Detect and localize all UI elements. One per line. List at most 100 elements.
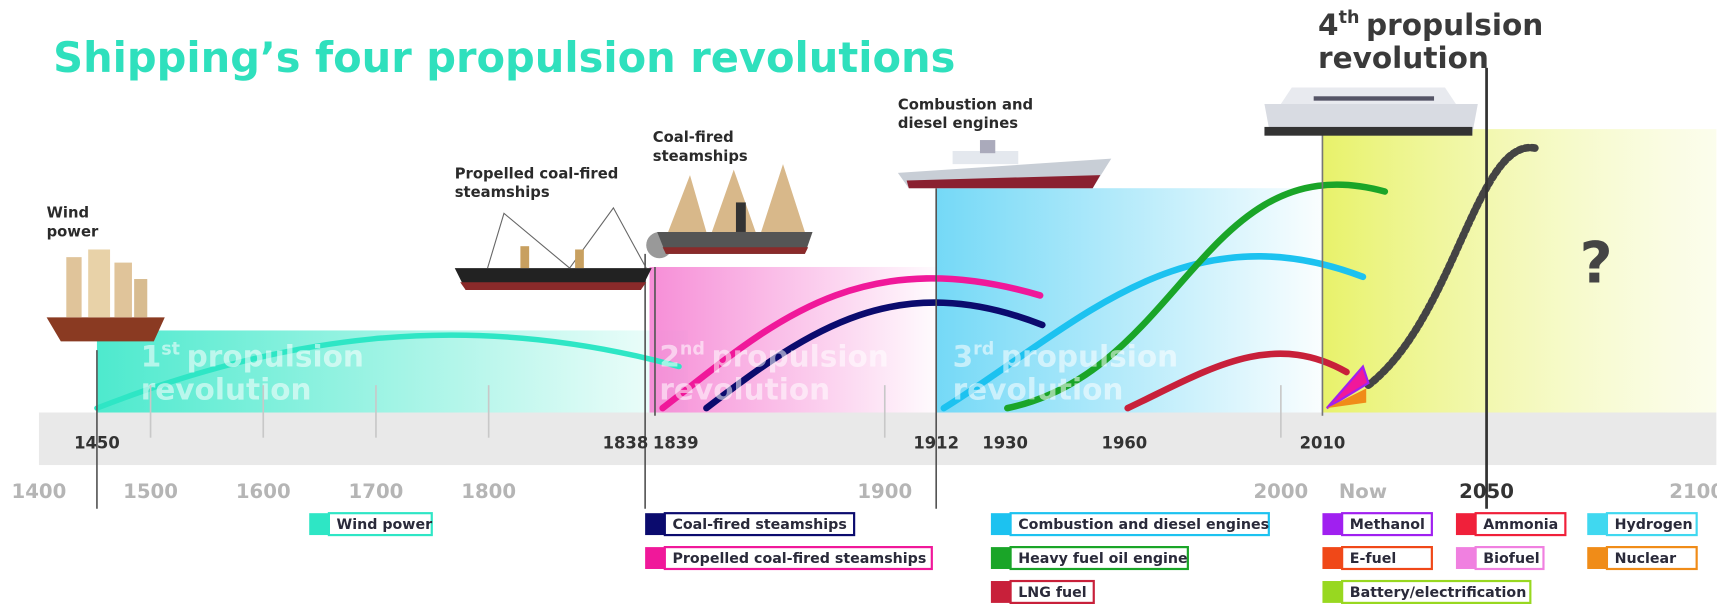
legend-box [1341, 546, 1433, 571]
legend-swatch [1455, 513, 1476, 536]
ordinal: 3 [953, 340, 974, 374]
axis-label: 2000 [1253, 480, 1308, 503]
legend-label: Methanol [1350, 517, 1425, 533]
fourth-label: 4th propulsion [1318, 8, 1543, 42]
ship-modern [1264, 87, 1478, 136]
ordinal: 1 [141, 340, 162, 374]
ship-label: Coal-fired [653, 129, 734, 146]
curve [94, 332, 682, 411]
milestone-label: 2010 [1300, 434, 1346, 453]
axis-label: 1800 [461, 480, 516, 503]
legend-box [1341, 512, 1433, 537]
legend-swatch [990, 513, 1011, 536]
ship-label: Propelled coal-fired [455, 165, 619, 182]
legend-label: E-fuel [1350, 551, 1396, 567]
milestone-lines [96, 67, 1488, 509]
axis-band [38, 412, 1717, 466]
ordinal-suffix: rd [973, 340, 994, 360]
legend-label: Propelled coal-fired steamships [672, 551, 926, 567]
ordinal-suffix: st [161, 340, 180, 360]
axis-label: 1400 [12, 480, 67, 503]
milestone-label: 1450 [74, 434, 120, 453]
axis-label: 1600 [236, 480, 291, 503]
legend-label: Coal-fired steamships [672, 517, 846, 533]
legend-swatch [1587, 547, 1607, 569]
ship-label: power [47, 223, 99, 240]
line1: propulsion [1001, 340, 1178, 374]
curve [1004, 181, 1389, 412]
line1: propulsion [1366, 8, 1543, 42]
milestone-label: 1930 [982, 434, 1028, 453]
milestone-label: 1960 [1102, 434, 1148, 453]
ordinal-suffix: nd [680, 340, 705, 360]
legend-label: Hydrogen [1615, 517, 1693, 533]
curve [1124, 350, 1350, 412]
legend-box [327, 512, 433, 537]
legend-swatch [645, 547, 665, 569]
revolution-label-line2: revolution [141, 372, 312, 406]
axis-label: 2050 [1459, 480, 1514, 503]
legend-swatch [645, 513, 665, 536]
legend-box [1474, 546, 1545, 571]
legend-swatch [990, 581, 1011, 603]
legend-swatch [1587, 513, 1607, 536]
axis-label: 1900 [857, 480, 912, 503]
ship-label: Wind [47, 205, 89, 222]
legend-swatch [1322, 581, 1343, 603]
legend-box [1341, 579, 1532, 604]
ship-wind [46, 249, 165, 342]
legend-swatch [309, 513, 329, 536]
legend-label: Ammonia [1483, 517, 1558, 533]
legend-label: Wind power [337, 517, 433, 533]
curve [703, 299, 1046, 412]
legend-box [663, 546, 933, 571]
legend-swatch [1455, 547, 1476, 569]
revolution-label: 1st propulsion [141, 340, 364, 374]
legend-box [1605, 512, 1698, 537]
revolution-label: 2nd propulsion [659, 340, 888, 374]
legend-swatch [1322, 547, 1343, 569]
ship-label: diesel engines [898, 115, 1018, 132]
era-3 [936, 188, 1323, 413]
ship-coal [657, 164, 813, 254]
legend-box [1009, 546, 1189, 571]
curve [940, 253, 1367, 412]
milestone-label: 1838 [603, 434, 649, 453]
legend-label: Biofuel [1483, 551, 1539, 567]
legend-swatch [1322, 513, 1343, 536]
era-2 [649, 266, 937, 413]
legend-label: LNG fuel [1018, 585, 1086, 601]
ship-label: steamships [455, 184, 550, 201]
title: Shipping’s four propulsion revolutions [53, 33, 955, 82]
revolution-label-line2: revolution [659, 372, 830, 406]
legend-box [1009, 579, 1095, 604]
ordinal: 2 [659, 340, 680, 374]
axis-label: 1500 [123, 480, 178, 503]
ordinal: 4 [1318, 8, 1339, 42]
ship-diesel [897, 140, 1112, 189]
curve [659, 275, 1044, 412]
legend-box [1009, 512, 1270, 537]
revolution-label: 3rd propulsion [953, 340, 1179, 374]
ship-propelled [454, 206, 673, 290]
line1: propulsion [711, 340, 888, 374]
milestone-label: 1839 [653, 434, 699, 453]
ship-label: steamships [653, 148, 748, 165]
fan [1325, 364, 1370, 410]
axis-label: 2100 [1669, 480, 1717, 503]
legend-label: Combustion and diesel engines [1018, 517, 1269, 533]
line1: propulsion [187, 340, 364, 374]
fourth-label-line2: revolution [1318, 41, 1489, 75]
question-mark: ? [1580, 230, 1613, 296]
ship-label: Combustion and [898, 96, 1033, 113]
legend-swatch [990, 547, 1011, 569]
legend-label: Nuclear [1615, 551, 1677, 567]
ordinal-suffix: th [1339, 8, 1360, 28]
legend-box [663, 512, 856, 537]
curves [94, 143, 1542, 412]
milestone-label: 1912 [913, 434, 959, 453]
legend-box [1605, 546, 1698, 571]
legend-label: Battery/electrification [1350, 585, 1527, 601]
